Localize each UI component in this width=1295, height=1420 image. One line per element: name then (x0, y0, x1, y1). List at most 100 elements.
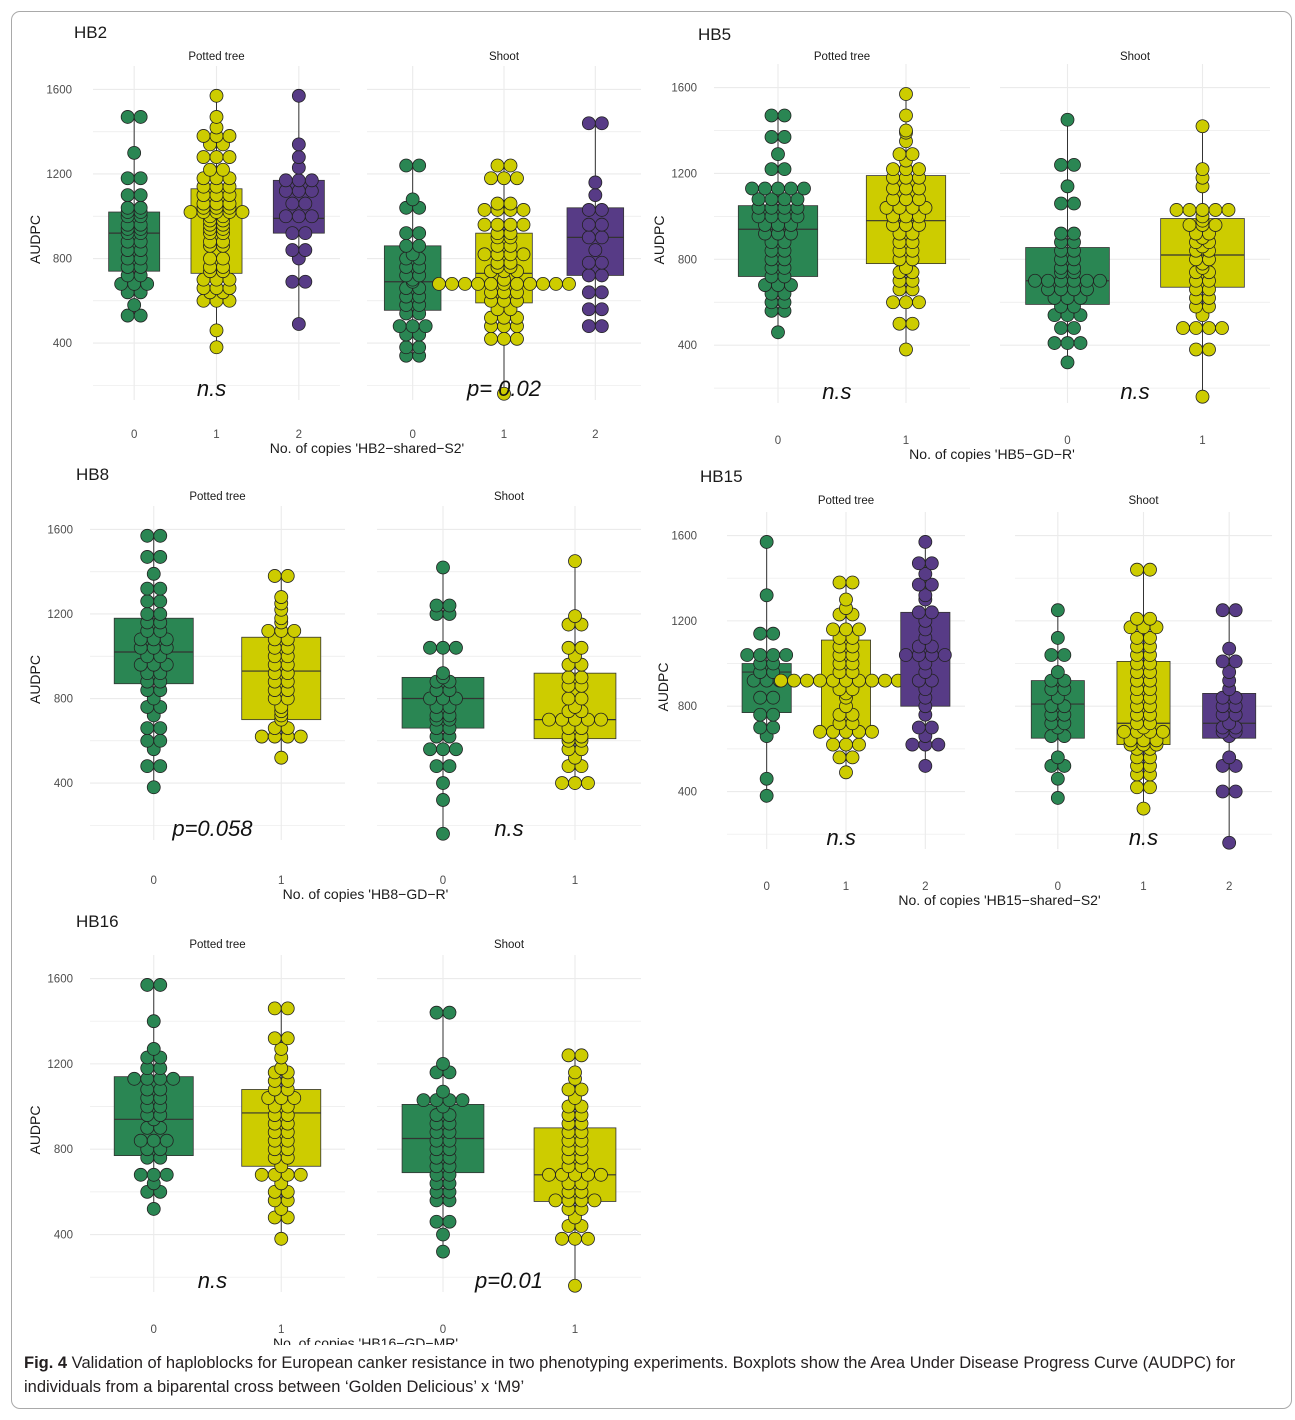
data-point (399, 238, 414, 253)
data-point (766, 720, 781, 735)
data-point (1060, 112, 1075, 127)
data-point (937, 648, 952, 662)
data-point (127, 1071, 142, 1086)
data-point (886, 295, 900, 310)
data-point (561, 1048, 576, 1063)
data-point (759, 788, 774, 803)
data-point (1215, 784, 1230, 799)
significance-annotation: n.s (1120, 379, 1149, 404)
data-point (429, 759, 444, 774)
data-point (429, 1214, 444, 1229)
data-point (1093, 273, 1107, 288)
box-group (1030, 603, 1085, 805)
facet-shoot: Shoot 0 1 p=0.01 (377, 939, 641, 1336)
data-point (912, 295, 926, 310)
data-point (561, 670, 576, 685)
data-point (412, 158, 427, 173)
data-point (899, 342, 913, 357)
y-tick-label: 1600 (46, 84, 72, 96)
x-tick-label: 0 (763, 881, 769, 893)
data-point (771, 325, 785, 340)
data-point (285, 274, 300, 289)
box-group (183, 88, 250, 355)
data-point (146, 1133, 161, 1148)
data-point (140, 528, 155, 543)
data-point (542, 1167, 556, 1182)
data-point (267, 1001, 282, 1016)
data-point (555, 1231, 569, 1246)
x-axis-label: No. of copies 'HB8−GD−R' (283, 886, 449, 902)
data-point (1117, 724, 1131, 739)
data-point (254, 1167, 269, 1182)
data-point (1182, 218, 1197, 232)
data-point (153, 721, 168, 736)
data-point (146, 566, 161, 581)
data-point (1143, 611, 1157, 626)
data-point (779, 648, 794, 662)
x-tick-label: 2 (592, 429, 598, 441)
data-point (568, 554, 582, 569)
data-point (209, 340, 224, 355)
data-point (291, 88, 306, 103)
x-tick-label: 0 (409, 429, 415, 441)
data-point (133, 308, 148, 323)
data-point (753, 690, 768, 705)
data-point (127, 298, 142, 312)
data-point (298, 243, 313, 257)
data-point (216, 251, 230, 266)
data-point (274, 1231, 289, 1246)
box-group (533, 1048, 617, 1293)
data-point (753, 707, 768, 722)
data-point (449, 640, 463, 655)
data-point (771, 147, 785, 162)
data-point (510, 331, 524, 346)
data-point (436, 1056, 450, 1071)
data-point (594, 255, 609, 270)
data-point (918, 588, 933, 603)
data-point (120, 110, 135, 124)
data-point (510, 276, 524, 291)
x-axis-label: No. of copies 'HB15−shared−S2' (898, 892, 1100, 908)
data-point (133, 1167, 148, 1182)
data-point (1222, 750, 1237, 765)
y-tick-label: 800 (678, 701, 697, 713)
significance-annotation: p=0.01 (474, 1268, 543, 1293)
data-point (1208, 218, 1223, 232)
data-point (196, 129, 211, 143)
data-point (832, 575, 847, 590)
data-point (140, 607, 155, 621)
data-point (581, 116, 596, 131)
data-point (287, 623, 302, 638)
data-point (146, 780, 161, 795)
data-point (839, 622, 853, 637)
data-point (865, 724, 879, 739)
data-point (594, 1167, 608, 1182)
data-point (445, 276, 459, 291)
data-point (442, 759, 457, 774)
data-point (274, 750, 289, 765)
data-point (536, 276, 550, 291)
data-point (1050, 603, 1065, 618)
y-tick-label: 1200 (47, 1059, 73, 1071)
data-point (574, 670, 589, 685)
x-axis-label: No. of copies 'HB5−GD−R' (909, 446, 1075, 462)
data-point (594, 285, 609, 300)
x-tick-label: 1 (213, 429, 219, 441)
data-point (477, 247, 492, 262)
data-point (153, 759, 168, 774)
data-point (784, 181, 798, 196)
data-point (1169, 203, 1184, 217)
data-point (574, 691, 589, 706)
y-axis-label: AUDPC (27, 215, 43, 264)
y-tick-label: 800 (54, 694, 73, 706)
data-point (458, 276, 472, 291)
x-tick-label: 2 (922, 881, 928, 893)
panel-title: HB5 (698, 25, 731, 44)
data-point (758, 181, 772, 196)
facet-potted-tree: Potted tree 0 1 2 n.s (93, 51, 340, 441)
data-point (436, 742, 450, 757)
facet-potted-tree: Potted tree 0 1 p=0.058 (90, 491, 345, 887)
y-tick-label: 1200 (47, 609, 73, 621)
data-point (484, 276, 498, 291)
data-point (574, 1048, 589, 1063)
